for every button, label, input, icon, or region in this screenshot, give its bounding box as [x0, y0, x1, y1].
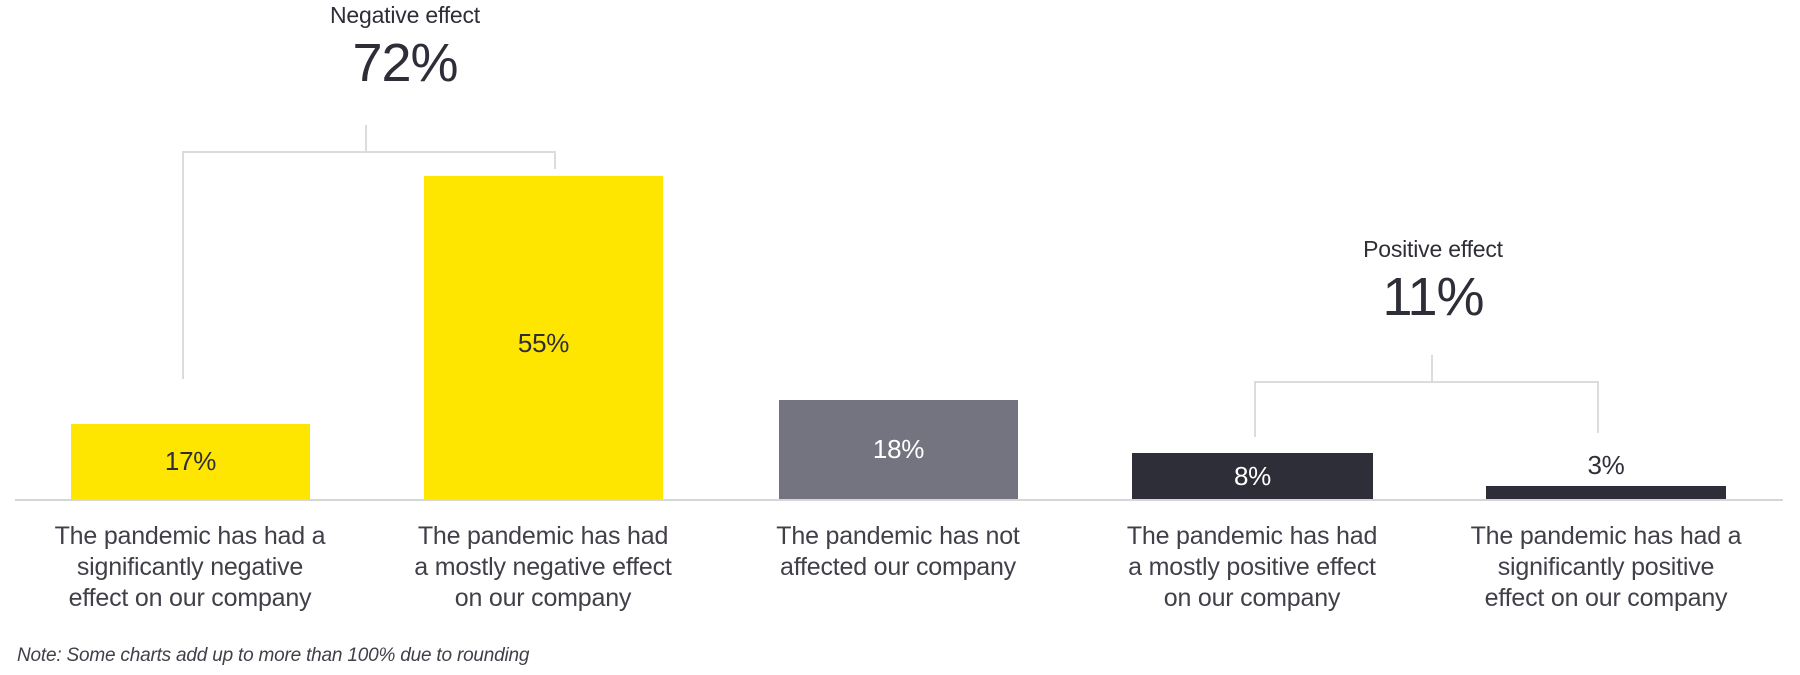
category-label-mostly-negative: The pandemic has had a mostly negative e… — [414, 522, 672, 612]
category-label-not-affected: The pandemic has not affected our compan… — [776, 522, 1020, 581]
negative-effect-header: Negative effect 72% — [245, 2, 565, 94]
negative-bracket-right-arm — [554, 151, 556, 169]
bar-value-label: 55% — [517, 328, 570, 358]
bar-mostly-negative: 55% — [424, 176, 663, 499]
category-label-significantly-negative: The pandemic has had a significantly neg… — [54, 522, 326, 612]
positive-bracket-right-arm — [1597, 381, 1599, 433]
x-axis-baseline — [15, 499, 1783, 501]
bar-value-label: 3% — [1587, 450, 1625, 480]
category-label-significantly-positive: The pandemic has had a significantly pos… — [1470, 522, 1742, 612]
positive-effect-value: 11% — [1382, 267, 1484, 327]
negative-bracket-stem — [365, 125, 367, 152]
negative-effect-label: Negative effect — [329, 2, 480, 28]
positive-bracket-stem — [1431, 355, 1433, 382]
bar-significantly-negative: 17% — [71, 424, 310, 499]
bar-value-label: 18% — [872, 434, 925, 464]
negative-bracket-span — [182, 151, 556, 153]
positive-effect-header: Positive effect 11% — [1273, 236, 1593, 328]
footnote: Note: Some charts add up to more than 10… — [17, 645, 530, 666]
positive-bracket-span — [1254, 381, 1599, 383]
positive-bracket-left-arm — [1254, 381, 1256, 437]
bar-value-label: 8% — [1234, 460, 1271, 491]
category-label-mostly-positive: The pandemic has had a mostly positive e… — [1126, 522, 1378, 612]
bar-mostly-positive: 8% — [1132, 453, 1373, 499]
negative-bracket-left-arm — [182, 151, 184, 379]
positive-effect-label: Positive effect — [1363, 236, 1503, 262]
bar-not-affected: 18% — [779, 400, 1018, 499]
bar-significantly-positive — [1486, 486, 1726, 499]
bar-value-label: 17% — [164, 446, 217, 476]
negative-effect-value: 72% — [352, 33, 458, 93]
